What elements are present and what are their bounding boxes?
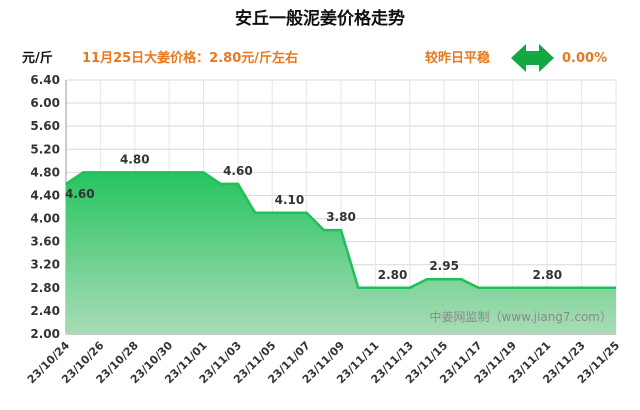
data-label: 4.80 (120, 152, 150, 166)
y-axis-ticks: 2.00 2.40 2.80 3.20 3.60 4.00 4.40 4.80 5.20 5.60… (30, 73, 60, 341)
y-tick-label: 2.80 (30, 281, 60, 295)
double-arrow-icon (511, 44, 554, 72)
y-tick-label: 5.20 (30, 142, 60, 156)
change-percent: 0.00% (562, 51, 607, 66)
y-tick-label: 6.40 (30, 73, 60, 87)
data-label: 2.95 (429, 259, 459, 273)
price-note: 11月25日大姜价格：2.80元/斤左右 (82, 50, 298, 66)
data-label: 2.80 (532, 268, 562, 282)
data-label: 4.60 (223, 164, 253, 178)
x-axis-ticks: 23/10/2423/10/2623/10/2823/10/3023/11/01… (25, 339, 622, 387)
area-fill (66, 172, 616, 334)
y-tick-label: 4.00 (30, 212, 60, 226)
y-tick-label: 4.80 (30, 165, 60, 179)
y-tick-label: 6.00 (30, 96, 60, 110)
compare-note: 较昨日平稳 (425, 50, 490, 66)
y-tick-label: 3.60 (30, 235, 60, 249)
data-labels: 4.60 4.80 4.60 4.10 3.80 2.80 2.95 2.80 (65, 152, 562, 281)
y-axis-unit: 元/斤 (22, 50, 53, 66)
price-line (65, 171, 616, 290)
data-label: 4.60 (65, 187, 95, 201)
y-tick-label: 2.00 (30, 327, 60, 341)
y-tick-label: 5.60 (30, 119, 60, 133)
watermark: 中姜网监制（www.jiang7.com） (430, 309, 612, 324)
data-label: 3.80 (326, 210, 356, 224)
chart-title: 安丘一般泥姜价格走势 (235, 8, 405, 29)
data-label: 2.80 (378, 268, 408, 282)
y-tick-label: 4.40 (30, 188, 60, 202)
y-tick-label: 3.20 (30, 258, 60, 272)
area-series (65, 171, 616, 334)
y-tick-label: 2.40 (30, 304, 60, 318)
data-label: 4.10 (275, 193, 305, 207)
